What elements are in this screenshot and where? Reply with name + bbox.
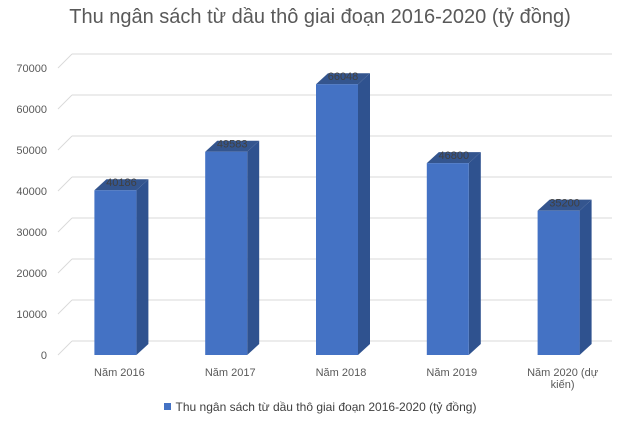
bar-side-1	[247, 140, 260, 355]
bar-side-4	[579, 199, 592, 355]
data-label-0: 40186	[106, 177, 137, 189]
legend-label: Thu ngân sách từ dầu thô giai đoạn 2016-…	[175, 400, 477, 414]
bar-4	[537, 210, 580, 355]
x-tick-label-3: Năm 2019	[426, 367, 477, 379]
gridline-diag-7	[57, 53, 73, 69]
x-tick-label-4: Năm 2020 (dự	[527, 367, 599, 379]
y-tick-label: 30000	[16, 227, 47, 239]
bar-top-3	[426, 152, 481, 164]
bar-top-1	[205, 140, 260, 152]
chart-title: Thu ngân sách từ dầu thô giai đoạn 2016-…	[69, 6, 571, 28]
x-tick-label-2: Năm 2018	[316, 367, 367, 379]
bar-side-3	[468, 152, 481, 355]
bar-0	[94, 190, 137, 355]
bar-side-2	[358, 73, 370, 356]
y-tick-label: 0	[41, 350, 47, 362]
bar-2	[316, 84, 358, 356]
bar-top-4	[537, 199, 592, 211]
bar-side-0	[136, 179, 149, 355]
y-tick-label: 60000	[16, 104, 47, 116]
data-label-2: 66048	[328, 71, 359, 83]
bar-1	[205, 151, 248, 355]
legend-swatch	[163, 403, 171, 410]
x-tick-label-4: kiến)	[551, 379, 575, 391]
gridline-diag-0	[57, 340, 73, 356]
y-tick-label: 50000	[16, 145, 47, 157]
y-tick-label: 10000	[16, 309, 47, 321]
gridline-diag-5	[57, 135, 73, 151]
data-label-4: 35200	[549, 198, 580, 210]
gridline-diag-4	[57, 176, 73, 192]
gridline-diag-1	[57, 299, 73, 315]
gridline-diag-6	[57, 94, 73, 110]
y-tick-label: 20000	[16, 268, 47, 280]
x-tick-label-1: Năm 2017	[205, 367, 256, 379]
x-tick-label-0: Năm 2016	[94, 367, 145, 379]
legend: Thu ngân sách từ dầu thô giai đoạn 2016-…	[0, 400, 640, 414]
data-label-1: 49583	[217, 139, 248, 151]
bar-top-0	[94, 179, 149, 191]
gridline-diag-3	[57, 217, 73, 233]
data-label-3: 46800	[439, 150, 470, 162]
y-tick-label: 70000	[16, 63, 47, 75]
gridline-diag-2	[57, 258, 73, 274]
bar-top-2	[316, 73, 370, 85]
y-tick-label: 40000	[16, 186, 47, 198]
bar-3	[426, 163, 469, 355]
